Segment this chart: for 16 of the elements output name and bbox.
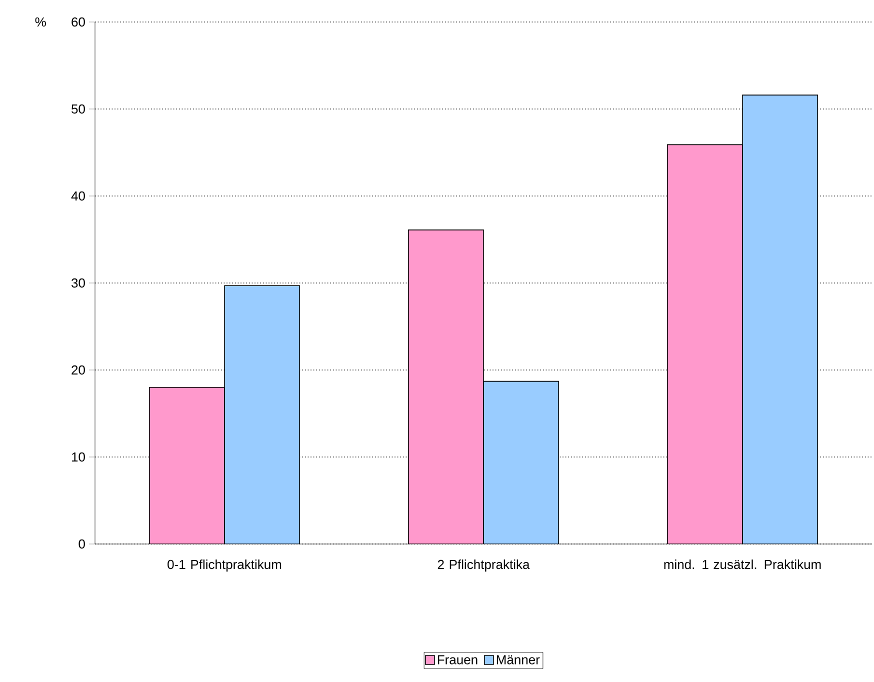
y-tick-label: 30 (72, 278, 85, 288)
bar (148, 387, 225, 544)
y-axis-title: % (35, 17, 46, 27)
bar (667, 144, 743, 544)
x-tick-label: mind. 1 zusätzl. Praktikum (664, 560, 821, 570)
y-tick-label: 20 (72, 365, 85, 375)
y-tick-label: 40 (71, 191, 85, 201)
y-tick-label: 10 (72, 452, 85, 462)
bar (408, 230, 484, 544)
y-tick-label: 60 (72, 17, 85, 27)
legend-label: Frauen (438, 655, 478, 664)
x-tick-label: 0-1 Pflichtpraktikum (168, 560, 282, 572)
legend-label: Männer (496, 655, 540, 664)
y-tick-label: 50 (72, 104, 85, 114)
y-tick-label: 0 (78, 539, 85, 549)
x-tick-label: 2 Pflichtpraktika (438, 560, 530, 572)
